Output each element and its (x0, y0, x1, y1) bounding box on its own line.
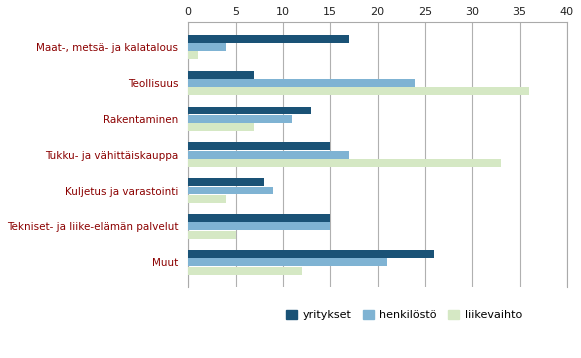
Bar (188, 71, 254, 78)
Bar (188, 222, 330, 230)
Bar (188, 43, 226, 51)
Bar (188, 79, 415, 87)
Bar (188, 51, 198, 59)
Bar (188, 142, 330, 150)
Bar (188, 195, 226, 203)
Bar (188, 159, 501, 167)
Bar (188, 107, 311, 115)
Bar (188, 123, 254, 131)
Bar (188, 35, 349, 43)
Bar (188, 178, 264, 186)
Bar (188, 187, 274, 194)
Legend: yritykset, henkilöstö, liikevaihto: yritykset, henkilöstö, liikevaihto (282, 305, 526, 324)
Bar (188, 250, 435, 258)
Bar (188, 231, 235, 239)
Bar (188, 151, 349, 159)
Bar (188, 267, 302, 275)
Bar (188, 214, 330, 222)
Bar (188, 87, 529, 95)
Bar (188, 115, 292, 123)
Bar (188, 258, 387, 266)
